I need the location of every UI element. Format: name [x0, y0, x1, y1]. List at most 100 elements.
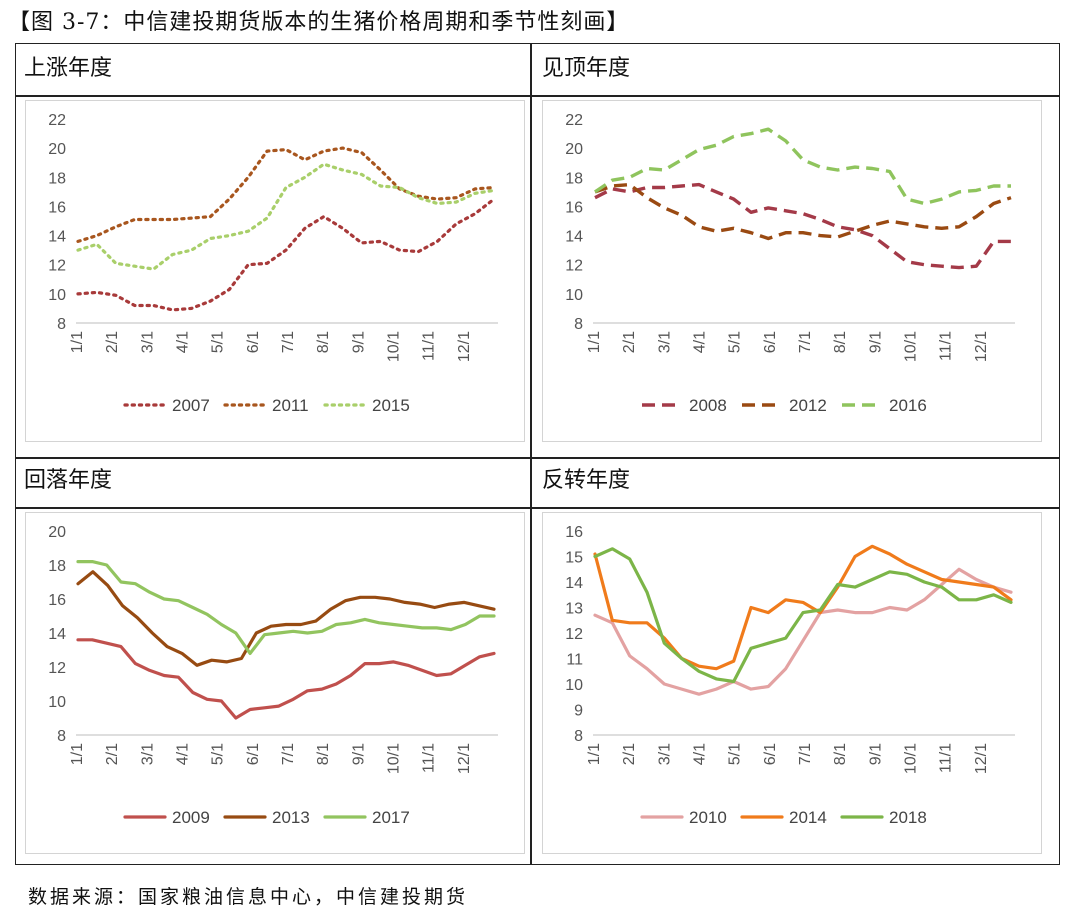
series-line-2007 [76, 197, 496, 312]
series-line-2010 [593, 567, 1013, 696]
x-tick-label: 10/1 [903, 743, 920, 774]
x-tick-label: 9/1 [350, 331, 367, 353]
x-tick-label: 7/1 [280, 743, 297, 765]
series-line-2008 [594, 182, 1011, 270]
panel-divider-bottom-label [15, 507, 1060, 509]
y-tick-label: 10 [565, 677, 583, 694]
chart-fall-svg: 8 10 12 14 16 18 20 1/1 2/1 3/1 4/1 5/1 6/1 7/1 8/1 9/1… [48, 524, 498, 827]
legend-label-2014: 2014 [789, 808, 827, 827]
figure-frame [15, 43, 1060, 865]
y-tick-label: 12 [565, 258, 583, 275]
x-tick-label: 1/1 [586, 331, 603, 353]
x-tick-label: 7/1 [797, 331, 814, 353]
x-tick-label: 11/1 [421, 743, 438, 773]
series-line-2014 [593, 544, 1013, 671]
series-line-2012 [594, 182, 1012, 241]
x-tick-label: 4/1 [175, 331, 192, 353]
chart-peak-svg: 8 10 12 14 16 18 20 22 1/1 2/1 3/1 4/1 5/1 6/1 7/1 8/1 9… [565, 112, 1015, 415]
y-tick-label: 8 [57, 728, 66, 745]
y-tick-label: 12 [565, 626, 583, 643]
x-tick-label: 1/1 [586, 743, 603, 765]
series-line-2017 [76, 559, 496, 655]
x-tick-label: 5/1 [727, 743, 744, 765]
panel-divider-vertical [530, 43, 532, 865]
chart-fall-years: 8 10 12 14 16 18 20 1/1 2/1 3/1 4/1 5/1 6/1 7/1 8/1 9/1… [25, 512, 525, 854]
legend-label-2009: 2009 [172, 808, 210, 827]
panel-label-fall: 回落年度 [24, 468, 113, 493]
x-tick-label: 3/1 [656, 743, 673, 765]
x-tick-label: 7/1 [280, 331, 297, 353]
y-tick-label: 14 [565, 575, 583, 592]
figure-title: 【图 3-7：中信建投期货版本的生猪价格周期和季节性刻画】 [8, 10, 630, 35]
x-tick-label: 2/1 [104, 743, 121, 765]
x-tick-label: 11/1 [938, 331, 955, 361]
x-tick-label: 8/1 [315, 331, 332, 353]
y-tick-label: 14 [48, 229, 66, 246]
x-tick-label: 9/1 [867, 331, 884, 353]
legend-label-2010: 2010 [689, 808, 727, 827]
panel-label-rise: 上涨年度 [24, 56, 113, 81]
x-tick-label: 6/1 [245, 331, 262, 353]
y-tick-label: 8 [574, 728, 583, 745]
x-tick-label: 3/1 [139, 743, 156, 765]
x-tick-label: 4/1 [692, 331, 709, 353]
series-line-2016 [594, 127, 1011, 206]
y-tick-label: 20 [48, 141, 66, 158]
y-tick-label: 22 [565, 112, 583, 129]
y-tick-label: 16 [48, 592, 66, 609]
x-tick-label: 12/1 [973, 743, 990, 774]
y-tick-label: 14 [565, 229, 583, 246]
x-tick-label: 1/1 [69, 331, 86, 353]
y-tick-label: 18 [48, 558, 66, 575]
y-tick-label: 14 [48, 626, 66, 643]
x-tick-label: 6/1 [245, 743, 262, 765]
x-tick-label: 11/1 [938, 743, 955, 773]
legend-label-2007: 2007 [172, 396, 210, 415]
x-tick-label: 3/1 [656, 331, 673, 353]
legend-label-2008: 2008 [689, 396, 727, 415]
x-tick-label: 9/1 [350, 743, 367, 765]
panel-label-peak: 见顶年度 [542, 56, 631, 81]
x-tick-label: 2/1 [104, 331, 121, 353]
x-tick-label: 12/1 [456, 743, 473, 774]
y-tick-label: 20 [565, 141, 583, 158]
panel-label-reversal: 反转年度 [542, 468, 631, 493]
x-tick-label: 3/1 [139, 331, 156, 353]
x-tick-label: 8/1 [832, 743, 849, 765]
y-tick-label: 20 [48, 524, 66, 541]
y-tick-label: 15 [565, 550, 583, 567]
legend-label-2017: 2017 [372, 808, 410, 827]
y-tick-label: 8 [574, 316, 583, 333]
legend-label-2018: 2018 [889, 808, 927, 827]
panel-divider-middle [15, 457, 1060, 459]
chart-rise-svg: 8 10 12 14 16 18 20 22 1/1 2/1 3/1 4/1 5/1 6/1 7/1 8/1 9… [48, 112, 498, 415]
y-tick-label: 8 [57, 316, 66, 333]
series-line-2011 [76, 146, 496, 243]
x-tick-label: 12/1 [973, 331, 990, 362]
y-tick-label: 10 [48, 287, 66, 304]
chart-reversal-years: 8 9 10 11 12 13 14 15 16 1/1 2/1 3/1 4/1 5/1 6/1 7/1 8/1… [542, 512, 1042, 854]
x-tick-label: 1/1 [69, 743, 86, 765]
y-tick-label: 12 [48, 660, 66, 677]
chart-reversal-svg: 8 9 10 11 12 13 14 15 16 1/1 2/1 3/1 4/1 5/1 6/1 7/1 8/1… [565, 524, 1015, 827]
x-tick-label: 7/1 [797, 743, 814, 765]
x-tick-label: 2/1 [621, 331, 638, 353]
y-tick-label: 16 [48, 199, 66, 216]
y-tick-label: 18 [565, 170, 583, 187]
chart-rise-years: 8 10 12 14 16 18 20 22 1/1 2/1 3/1 4/1 5/1 6/1 7/1 8/1 9… [25, 100, 525, 442]
x-tick-label: 4/1 [175, 743, 192, 765]
legend-label-2016: 2016 [889, 396, 927, 415]
x-tick-label: 4/1 [692, 743, 709, 765]
x-tick-label: 5/1 [727, 331, 744, 353]
y-tick-label: 9 [574, 703, 583, 720]
x-tick-label: 10/1 [386, 331, 403, 362]
legend-label-2013: 2013 [272, 808, 310, 827]
x-tick-label: 9/1 [867, 743, 884, 765]
legend-label-2015: 2015 [372, 396, 410, 415]
legend-label-2012: 2012 [789, 396, 827, 415]
x-tick-label: 8/1 [832, 331, 849, 353]
series-line-2018 [593, 547, 1013, 684]
y-tick-label: 10 [565, 287, 583, 304]
series-line-2013 [76, 570, 496, 667]
x-tick-label: 11/1 [421, 331, 438, 361]
